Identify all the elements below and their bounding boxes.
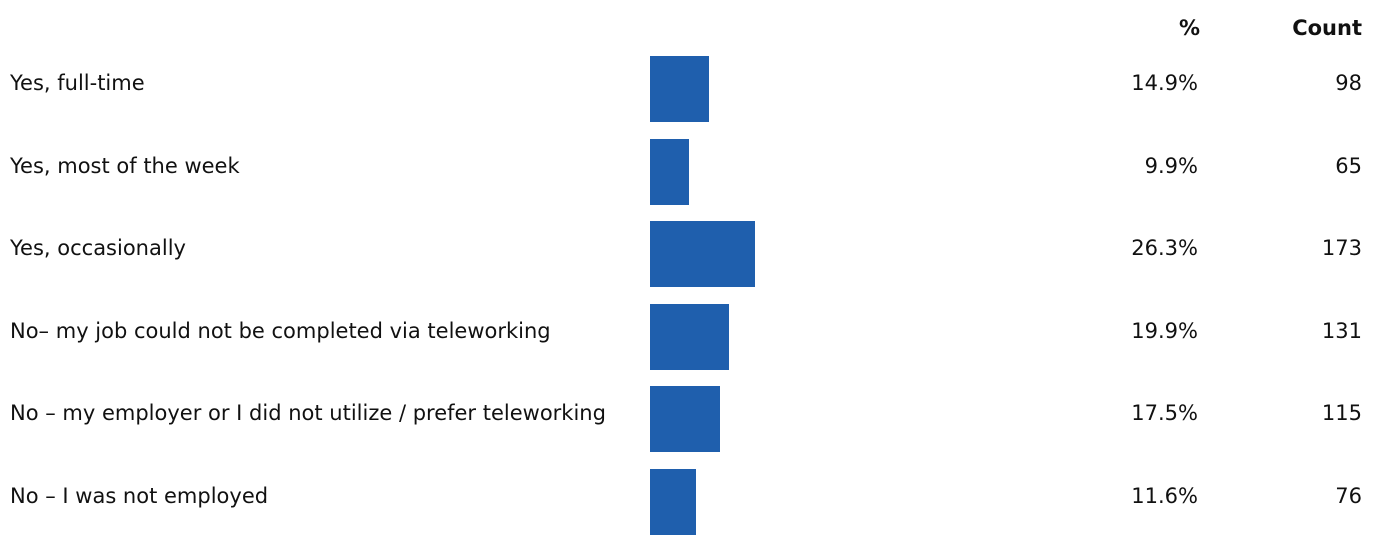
count-value: 173 xyxy=(1321,236,1362,260)
row-label: No – my employer or I did not utilize / … xyxy=(10,401,606,425)
count-value: 98 xyxy=(1335,71,1362,95)
percent-value: 26.3% xyxy=(1131,236,1198,260)
count-value: 115 xyxy=(1321,401,1362,425)
row-label: Yes, full-time xyxy=(10,71,145,95)
column-header: % xyxy=(1178,16,1200,40)
row-label: Yes, most of the week xyxy=(10,153,240,178)
percent-value: 9.9% xyxy=(1144,153,1198,178)
row-label: Yes, occasionally xyxy=(10,236,186,260)
count-value: 76 xyxy=(1335,483,1362,508)
row-label: No– my job could not be completed via te… xyxy=(10,318,551,343)
percent-value: 14.9% xyxy=(1131,71,1198,95)
bar xyxy=(650,386,720,452)
bar xyxy=(650,138,690,205)
row-label: No – I was not employed xyxy=(10,483,269,508)
count-value: 131 xyxy=(1321,318,1362,343)
bar xyxy=(650,56,710,122)
bar xyxy=(650,468,697,535)
bar xyxy=(650,303,730,370)
column-header: Count xyxy=(1292,16,1362,40)
percent-value: 19.9% xyxy=(1131,318,1198,343)
percent-value: 11.6% xyxy=(1131,483,1198,508)
bar xyxy=(650,221,755,287)
count-value: 65 xyxy=(1335,153,1362,178)
percent-value: 17.5% xyxy=(1131,401,1198,425)
